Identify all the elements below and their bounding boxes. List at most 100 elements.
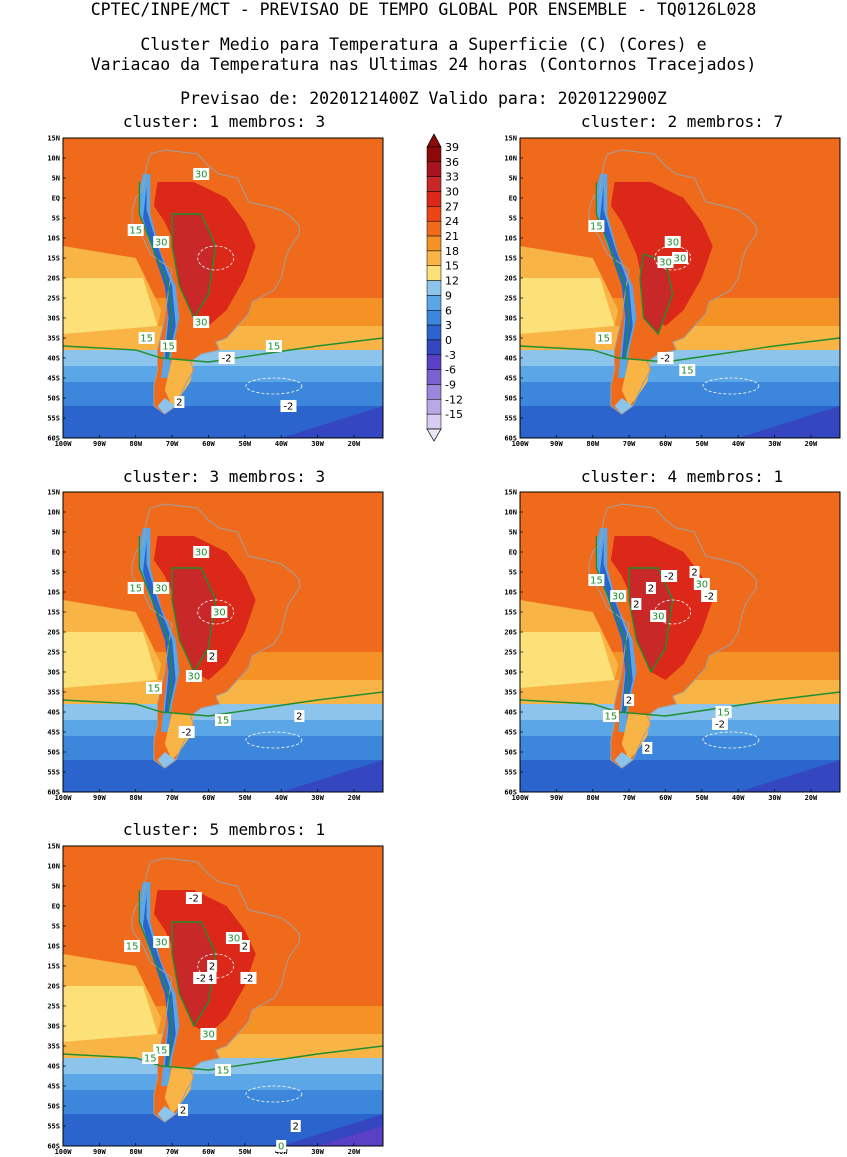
lon-tick-label: 90W (93, 794, 106, 802)
lat-tick-label: 50S (504, 749, 517, 757)
svg-text:-2: -2 (189, 894, 199, 905)
panel-title-5: cluster: 5 membros: 1 (122, 820, 326, 839)
svg-text:30: 30 (195, 548, 208, 559)
svg-text:30: 30 (195, 170, 208, 181)
lat-tick-label: 5S (509, 215, 517, 223)
svg-text:2: 2 (180, 1106, 186, 1117)
lat-tick-label: 20S (504, 629, 517, 637)
map-panel-cluster-4: 15N 10N 5N EQ 5S 10S 15S 20S 25S 30S 35S 40S 45S 50S 5… (504, 489, 841, 802)
svg-text:30: 30 (652, 612, 665, 623)
svg-text:15: 15 (268, 342, 281, 353)
colorbar-label: 9 (445, 289, 452, 302)
isotherm-label: 15 (588, 220, 605, 233)
lat-tick-label: 60S (47, 1143, 60, 1151)
lat-tick-label: 15S (47, 963, 60, 971)
lat-tick-label: 35S (47, 1043, 60, 1051)
header-line-1: CPTEC/INPE/MCT - PREVISAO DE TEMPO GLOBA… (90, 0, 757, 19)
lat-tick-label: 60S (504, 789, 517, 797)
svg-text:15: 15 (129, 226, 142, 237)
svg-text:30: 30 (155, 238, 168, 249)
svg-text:15: 15 (162, 342, 175, 353)
lat-tick-label: 55S (47, 769, 60, 777)
map-panel-cluster-1: 15N 10N 5N EQ 5S 10S 15S 20S 25S 30S 35S 40S 45S 50S 5… (47, 135, 384, 448)
isotherm-label: 30 (153, 582, 170, 595)
colorbar-swatch (426, 369, 442, 385)
colorbar-label: -12 (445, 393, 463, 406)
variation-label: 2 (178, 1104, 188, 1117)
isotherm-label: 15 (595, 332, 612, 345)
lat-tick-label: 20S (47, 629, 60, 637)
svg-text:15: 15 (126, 942, 139, 953)
lon-tick-label: 60W (202, 440, 215, 448)
variation-label: 2 (624, 694, 635, 707)
variation-label: 2 (239, 940, 250, 953)
lat-tick-label: 30S (504, 315, 517, 323)
isotherm-label: 15 (215, 714, 231, 727)
lon-tick-label: 40W (732, 794, 745, 802)
colorbar-swatch (426, 413, 442, 430)
colorbar-label: -3 (445, 349, 456, 362)
temperature-colorbar: 39 36 33 30 27 24 21 18 15 12 9 6 3 0 -3 -6 -9 -12 -15 (423, 133, 463, 443)
svg-text:2: 2 (633, 600, 639, 611)
svg-text:-2: -2 (222, 354, 232, 365)
svg-text:2: 2 (176, 398, 182, 409)
lat-tick-label: 10S (504, 235, 517, 243)
lon-tick-label: 100W (55, 1148, 73, 1156)
map-panel-cluster-5: 15N 10N 5N EQ 5S 10S 15S 20S 25S 30S 35S 40S 45S 50S 5… (47, 843, 384, 1156)
isotherm-label: 30 (153, 236, 170, 249)
lon-tick-label: 20W (805, 794, 818, 802)
lat-tick-label: EQ (509, 195, 517, 203)
lat-tick-label: 10N (47, 509, 60, 517)
lon-tick-label: 20W (805, 440, 818, 448)
lon-tick-label: 70W (623, 794, 636, 802)
lat-tick-label: 40S (47, 1063, 60, 1071)
isotherm-label: 15 (127, 224, 144, 237)
lat-tick-label: 10S (47, 943, 60, 951)
lon-tick-label: 40W (732, 440, 745, 448)
svg-text:-2: -2 (664, 572, 674, 583)
lat-tick-label: 40S (47, 355, 60, 363)
lon-tick-label: 60W (659, 794, 672, 802)
lat-tick-label: 45S (504, 729, 517, 737)
lat-tick-label: EQ (509, 549, 517, 557)
colorbar-label: 36 (445, 156, 459, 169)
panel-title-2: cluster: 2 membros: 7 (580, 112, 784, 131)
lon-tick-label: 70W (166, 794, 179, 802)
lon-tick-label: 100W (55, 440, 73, 448)
svg-text:15: 15 (217, 1066, 230, 1077)
colorbar-swatch (426, 146, 442, 163)
lat-tick-label: 15N (504, 135, 517, 143)
lon-tick-label: 20W (348, 1148, 361, 1156)
lon-tick-label: 90W (93, 1148, 106, 1156)
svg-text:2: 2 (293, 1122, 299, 1133)
svg-text:30: 30 (213, 608, 226, 619)
colorbar-label: 21 (445, 230, 459, 243)
lat-tick-label: 30S (504, 669, 517, 677)
lon-tick-label: 70W (623, 440, 636, 448)
lat-tick-label: EQ (52, 903, 60, 911)
variation-label: -2 (661, 570, 678, 583)
isotherm-label: 15 (160, 340, 177, 353)
lat-tick-label: 10S (47, 235, 60, 243)
colorbar-label: 27 (445, 200, 459, 213)
panel-title-3: cluster: 3 membros: 3 (122, 467, 326, 486)
lat-tick-label: 15S (47, 609, 60, 617)
lon-tick-label: 60W (202, 794, 215, 802)
map-panel-cluster-3: 15N 10N 5N EQ 5S 10S 15S 20S 25S 30S 35S 40S 45S 50S 5… (47, 489, 384, 802)
variation-label: 2 (689, 566, 700, 579)
svg-text:15: 15 (217, 716, 230, 727)
lat-tick-label: EQ (52, 549, 60, 557)
lon-tick-label: 80W (129, 794, 142, 802)
colorbar-label: -6 (445, 364, 456, 377)
variation-label: -2 (280, 400, 297, 413)
isotherm-label: 30 (693, 578, 710, 591)
lon-tick-label: 40W (275, 440, 288, 448)
lon-tick-label: 60W (659, 440, 672, 448)
lat-tick-label: 30S (47, 1023, 60, 1031)
colorbar-swatch (426, 354, 442, 370)
lon-tick-label: 90W (550, 794, 563, 802)
colorbar-label: 6 (445, 304, 452, 317)
isotherm-label: 15 (715, 706, 732, 719)
lat-tick-label: 5S (52, 923, 60, 931)
lon-tick-label: 80W (586, 440, 599, 448)
